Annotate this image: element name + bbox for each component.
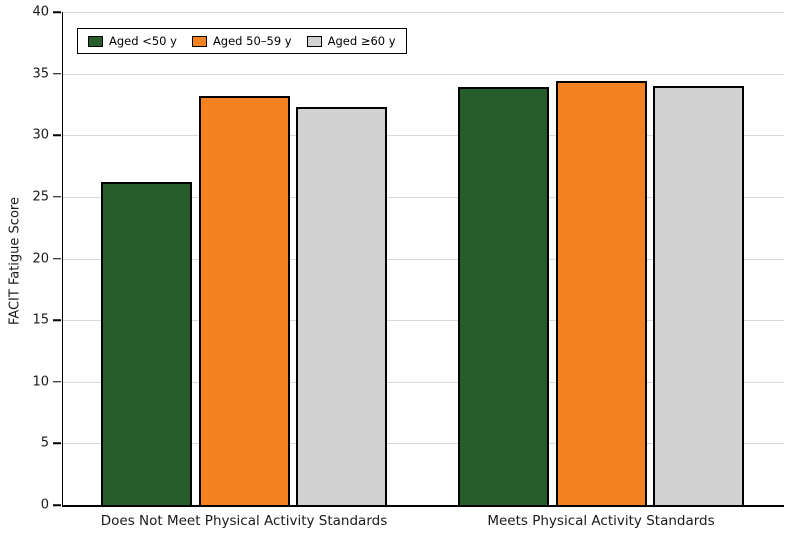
x-category-label-0: Does Not Meet Physical Activity Standard…	[100, 513, 388, 529]
y-axis-tick-25	[53, 196, 61, 198]
y-tick-label-10: 10	[32, 374, 49, 390]
legend-label-2: Aged ≥60 y	[327, 34, 396, 48]
y-axis-tick-40	[53, 11, 61, 13]
y-axis-title: FACIT Fatigue Score	[7, 197, 23, 325]
y-tick-label-25: 25	[32, 189, 49, 205]
gridline-y-5	[63, 443, 784, 445]
y-tick-label-30: 30	[32, 127, 49, 143]
y-axis-tick-20	[53, 257, 61, 260]
gridline-y-30	[63, 135, 784, 137]
y-tick-label-5: 5	[40, 435, 49, 451]
y-axis-tick-35	[53, 72, 61, 75]
y-axis-tick-30	[53, 134, 61, 136]
gridline-y-40	[63, 12, 784, 13]
gridline-y-10	[63, 381, 784, 383]
y-axis-tick-15	[53, 319, 61, 321]
bar-cat1-series1	[555, 81, 647, 505]
legend-label-1: Aged 50–59 y	[212, 34, 292, 48]
bar-cat1-series2	[653, 85, 744, 505]
x-category-label-1: Meets Physical Activity Standards	[487, 513, 715, 529]
bar-cat0-series0	[101, 182, 192, 505]
legend-item-2: Aged ≥60 y	[306, 34, 396, 48]
legend-swatch-icon	[306, 35, 322, 47]
legend-label-0: Aged <50 y	[109, 34, 177, 48]
gridline-y-15	[63, 320, 784, 322]
y-axis-tick-0	[53, 504, 61, 506]
y-tick-label-15: 15	[32, 312, 49, 328]
legend: Aged <50 y Aged 50–59 y Aged ≥60 y	[77, 28, 407, 54]
bar-cat1-series0	[458, 87, 549, 505]
legend-swatch-icon	[191, 35, 207, 47]
y-tick-label-20: 20	[32, 251, 49, 266]
y-axis-tick-5	[53, 442, 61, 445]
y-tick-label-0: 0	[40, 497, 49, 513]
bar-cat0-series1	[198, 95, 290, 505]
gridline-y-35	[63, 73, 784, 75]
legend-item-0: Aged <50 y	[88, 34, 177, 48]
gridline-y-20	[63, 258, 784, 260]
legend-swatch-icon	[88, 35, 103, 47]
legend-item-1: Aged 50–59 y	[191, 34, 292, 48]
plot-area: Aged <50 y Aged 50–59 y Aged ≥60 y 0 5 10 15 2…	[32, 5, 784, 529]
gridline-y-25	[63, 196, 784, 198]
y-axis-tick-10	[53, 381, 61, 383]
bar-cat0-series2	[296, 106, 387, 505]
y-tick-label-35: 35	[32, 66, 49, 82]
y-tick-label-40: 40	[32, 4, 49, 20]
